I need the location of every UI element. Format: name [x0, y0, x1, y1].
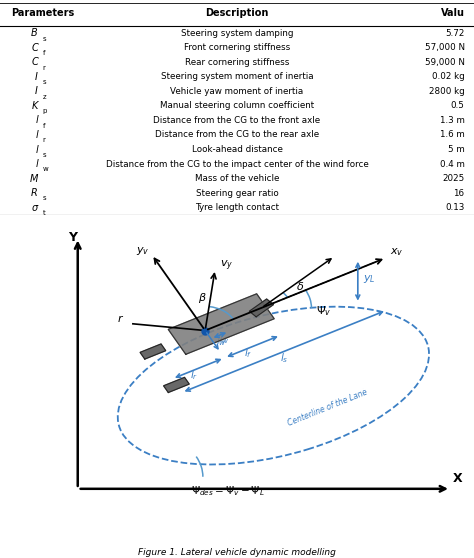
Polygon shape	[140, 344, 166, 359]
Text: C: C	[31, 57, 38, 68]
Text: X: X	[453, 473, 463, 485]
Text: Rear cornering stiffness: Rear cornering stiffness	[185, 58, 289, 67]
Text: σ: σ	[32, 203, 38, 213]
Text: Distance from the CG to the front axle: Distance from the CG to the front axle	[154, 116, 320, 125]
Text: 16: 16	[454, 189, 465, 198]
Text: $y_L$: $y_L$	[363, 273, 376, 285]
Text: z: z	[43, 94, 46, 100]
Text: l: l	[35, 130, 38, 140]
Text: B: B	[31, 28, 38, 39]
Text: 0.02 kg: 0.02 kg	[432, 73, 465, 81]
Text: $v_y$: $v_y$	[219, 259, 233, 273]
Text: $l_w$: $l_w$	[219, 333, 230, 347]
Text: $l_r$: $l_r$	[190, 368, 198, 382]
Text: Front cornering stiffness: Front cornering stiffness	[184, 44, 290, 52]
Text: p: p	[43, 108, 47, 114]
Text: Y: Y	[68, 231, 77, 244]
Text: C: C	[31, 43, 38, 53]
Text: Valu: Valu	[440, 8, 465, 18]
Text: Centerline of the Lane: Centerline of the Lane	[287, 388, 369, 428]
Text: 0.13: 0.13	[445, 203, 465, 212]
Text: Description: Description	[205, 8, 269, 18]
Text: I: I	[35, 86, 38, 97]
Text: 2800 kg: 2800 kg	[429, 87, 465, 96]
Text: s: s	[43, 195, 46, 201]
Text: R: R	[31, 188, 38, 198]
Text: f: f	[43, 123, 45, 129]
Text: 2025: 2025	[442, 174, 465, 183]
Text: l: l	[35, 159, 38, 169]
Text: Mass of the vehicle: Mass of the vehicle	[195, 174, 279, 183]
Text: s: s	[43, 79, 46, 85]
Text: r: r	[43, 65, 46, 71]
Text: 5.72: 5.72	[445, 29, 465, 38]
Text: 0.5: 0.5	[451, 102, 465, 110]
Text: f: f	[43, 50, 45, 56]
Text: Parameters: Parameters	[11, 8, 74, 18]
Text: Distance from the CG to the impact center of the wind force: Distance from the CG to the impact cente…	[106, 160, 368, 169]
Polygon shape	[164, 377, 189, 392]
Text: s: s	[43, 36, 46, 42]
Text: s: s	[43, 152, 46, 158]
Text: 0.4 m: 0.4 m	[440, 160, 465, 169]
Text: Look-ahead distance: Look-ahead distance	[191, 145, 283, 154]
Text: Vehicle yaw moment of inertia: Vehicle yaw moment of inertia	[170, 87, 304, 96]
Text: t: t	[43, 210, 46, 216]
Text: $l_w$: $l_w$	[216, 334, 226, 348]
Text: Steering system moment of inertia: Steering system moment of inertia	[161, 73, 313, 81]
Polygon shape	[168, 294, 274, 354]
Text: $y_v$: $y_v$	[136, 245, 149, 257]
Text: Steering gear ratio: Steering gear ratio	[196, 189, 278, 198]
Text: Figure 1. Lateral vehicle dynamic modelling: Figure 1. Lateral vehicle dynamic modell…	[138, 548, 336, 557]
Text: M: M	[29, 174, 38, 184]
Text: $r$: $r$	[117, 313, 124, 324]
Text: $\Psi_v$: $\Psi_v$	[316, 304, 331, 318]
Text: l: l	[35, 145, 38, 155]
Text: l: l	[35, 116, 38, 126]
Polygon shape	[249, 299, 273, 317]
Text: $x_v$: $x_v$	[391, 247, 404, 258]
Text: 57,000 N: 57,000 N	[425, 44, 465, 52]
Text: $l_f$: $l_f$	[244, 346, 252, 360]
Text: 5 m: 5 m	[448, 145, 465, 154]
Text: Manual steering column coefficient: Manual steering column coefficient	[160, 102, 314, 110]
Text: I: I	[35, 72, 38, 82]
Text: Steering system damping: Steering system damping	[181, 29, 293, 38]
Text: Distance from the CG to the rear axle: Distance from the CG to the rear axle	[155, 131, 319, 140]
Text: $\beta$: $\beta$	[198, 291, 207, 305]
Text: 1.6 m: 1.6 m	[440, 131, 465, 140]
Text: 1.3 m: 1.3 m	[440, 116, 465, 125]
Text: $\Psi_{des}=\Psi_v-\Psi_L$: $\Psi_{des}=\Psi_v-\Psi_L$	[191, 485, 264, 498]
Text: Tyre length contact: Tyre length contact	[195, 203, 279, 212]
Text: 59,000 N: 59,000 N	[425, 58, 465, 67]
Text: w: w	[43, 166, 48, 172]
Text: $\delta$: $\delta$	[295, 280, 304, 292]
Text: r: r	[43, 137, 46, 143]
Text: $l_s$: $l_s$	[280, 352, 289, 365]
Text: K: K	[32, 101, 38, 111]
